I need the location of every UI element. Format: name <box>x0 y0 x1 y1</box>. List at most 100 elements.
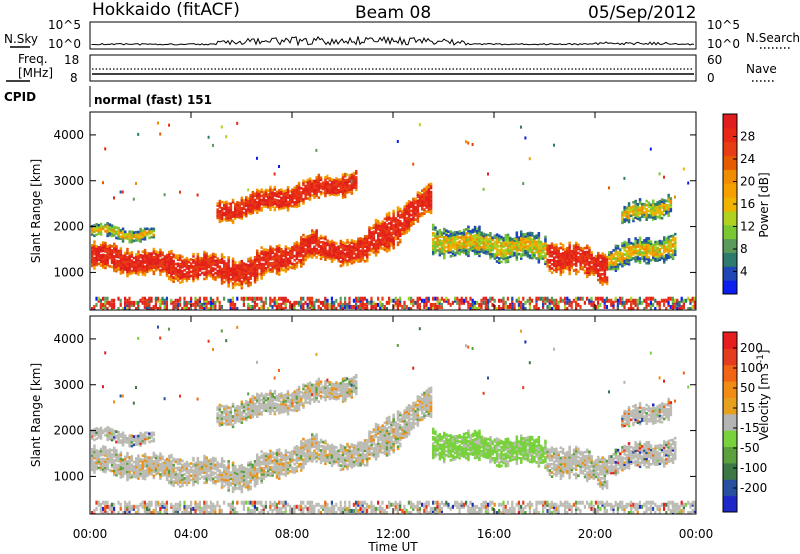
power-cell <box>245 198 248 201</box>
velocity-cell <box>91 460 94 464</box>
power-cell <box>623 244 626 248</box>
power-cell <box>643 298 646 303</box>
velocity-cell <box>117 453 120 457</box>
power-cell <box>251 199 255 202</box>
power-cell <box>531 298 534 303</box>
power-cell <box>132 197 135 201</box>
power-cell <box>513 245 516 249</box>
power-cell <box>291 194 294 198</box>
power-cell <box>161 270 164 273</box>
power-cell <box>647 255 651 259</box>
power-cell <box>293 190 296 194</box>
power-cell <box>264 266 268 270</box>
power-cell <box>531 240 534 243</box>
power-cell <box>159 298 162 303</box>
power-cell <box>128 256 131 259</box>
power-cell <box>245 277 248 281</box>
power-cell <box>603 266 607 269</box>
power-cell <box>238 201 241 205</box>
power-cell <box>531 244 534 247</box>
power-cell <box>597 255 600 259</box>
power-cell <box>667 208 670 211</box>
power-cell <box>324 188 327 192</box>
power-cell <box>465 248 468 252</box>
power-cell <box>625 218 629 222</box>
power-cell <box>500 235 503 239</box>
power-cell <box>280 256 283 259</box>
power-cell <box>203 298 206 303</box>
power-cell <box>506 241 510 245</box>
power-cell <box>649 244 653 248</box>
power-cell <box>205 256 208 260</box>
power-cell <box>113 227 116 231</box>
power-cell <box>271 304 274 309</box>
power-cell <box>350 255 354 259</box>
power-cell <box>374 245 378 249</box>
power-cell <box>286 298 289 303</box>
power-heatmap <box>91 121 696 310</box>
power-cell <box>350 177 354 181</box>
power-cell <box>645 257 648 261</box>
power-cell <box>104 225 107 229</box>
power-cell <box>322 185 325 189</box>
power-cell <box>339 245 343 249</box>
power-cell <box>315 194 318 198</box>
power-cell <box>603 272 607 275</box>
power-cell <box>502 236 505 240</box>
power-cell <box>616 244 620 248</box>
power-cell <box>245 263 248 266</box>
power-cell <box>484 241 488 245</box>
power-cell <box>491 296 494 301</box>
power-cell <box>436 244 439 248</box>
power-cell <box>619 262 622 266</box>
power-cell <box>284 270 288 273</box>
power-cell <box>269 268 272 271</box>
power-cell <box>231 257 235 261</box>
power-cell <box>476 233 479 237</box>
power-cell <box>346 188 349 192</box>
power-cell <box>339 184 343 187</box>
velocity-cell <box>121 433 125 437</box>
y-tick-label: 1000 <box>53 265 84 279</box>
power-cell <box>412 214 415 217</box>
power-cell <box>139 266 142 269</box>
power-cell <box>236 264 239 267</box>
power-cell <box>372 246 376 250</box>
power-cell <box>445 249 448 253</box>
power-cell <box>656 246 659 250</box>
power-cell <box>108 302 111 307</box>
power-cell <box>304 186 307 190</box>
power-cell <box>240 276 244 280</box>
power-cell <box>203 256 206 260</box>
power-cell <box>515 250 519 253</box>
power-cell <box>130 302 133 307</box>
power-cell <box>236 307 239 310</box>
power-cell <box>564 264 567 268</box>
power-cell <box>278 304 281 309</box>
power-cell <box>407 212 411 216</box>
power-cell <box>537 250 541 254</box>
velocity-cell <box>93 452 96 456</box>
power-cell <box>113 263 116 266</box>
power-cell <box>251 272 255 275</box>
power-cell <box>583 257 587 260</box>
power-cell <box>119 265 123 269</box>
power-cell <box>324 178 327 181</box>
power-cell <box>636 215 640 219</box>
power-cell <box>339 264 343 268</box>
power-cell <box>205 300 208 305</box>
velocity-cell <box>121 472 125 476</box>
power-cell <box>489 240 492 243</box>
power-cell <box>568 247 571 251</box>
power-cell <box>106 296 109 301</box>
power-cell <box>308 296 311 301</box>
power-cell <box>656 242 659 246</box>
power-cell <box>412 300 415 305</box>
power-cell <box>311 185 314 189</box>
power-cell <box>223 280 226 284</box>
power-cell <box>616 259 620 262</box>
power-cell <box>223 207 226 211</box>
power-cell <box>592 256 596 260</box>
power-cell <box>658 243 662 247</box>
power-cell <box>539 255 543 258</box>
